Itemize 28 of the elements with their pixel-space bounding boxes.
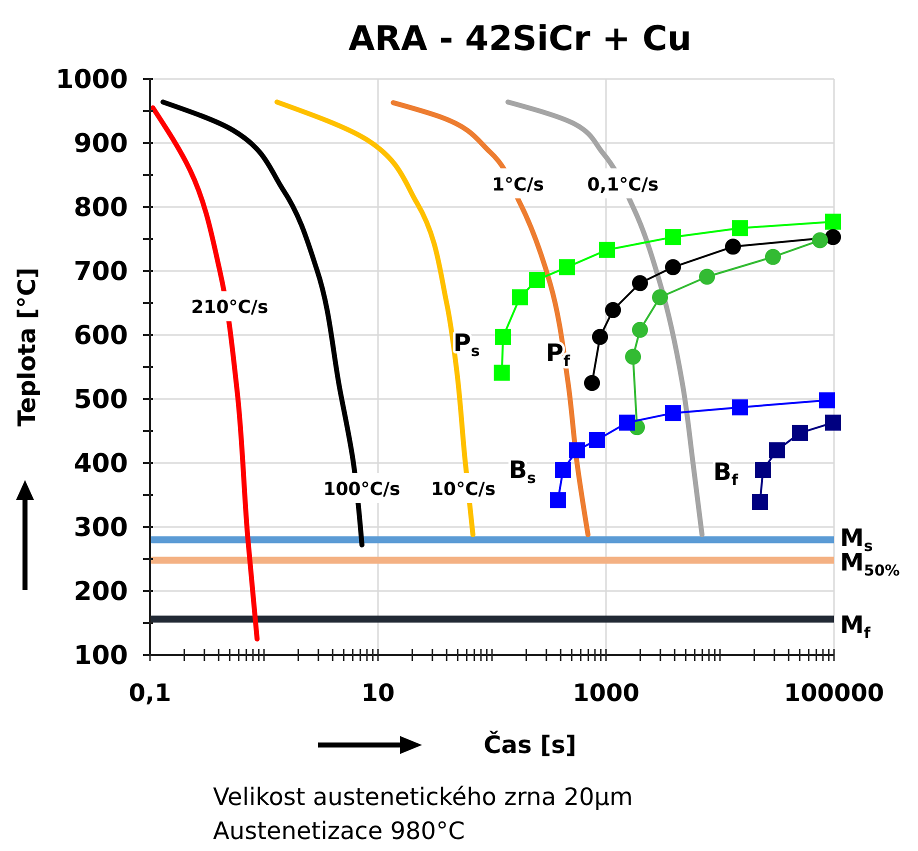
x-tick-label: 1000 — [572, 679, 640, 707]
series-label: B$_{f}$ — [713, 458, 738, 490]
x-tick-label: 100000 — [784, 679, 884, 707]
annotation: 100°C/s — [323, 478, 400, 500]
annotation: 10°C/s — [431, 478, 496, 500]
annotation: 1°C/s — [492, 174, 544, 196]
x-tick-label: 0,1 — [128, 679, 172, 707]
chart-title: ARA - 42SiCr + Cu — [348, 19, 692, 59]
text: Austenetizace 980°C — [213, 817, 465, 845]
y-tick-label: 500 — [74, 385, 128, 415]
y-tick-label: 600 — [74, 321, 128, 351]
y-tick-label: 1000 — [56, 65, 128, 95]
annotation: 0,1°C/s — [587, 174, 659, 196]
x-axis-title: Čas [s] — [484, 730, 576, 759]
y-tick-label: 200 — [74, 577, 128, 607]
y-tick-label: 100 — [74, 641, 128, 671]
y-tick-label: 300 — [74, 513, 128, 543]
series-label: P$_{s}$ — [453, 328, 480, 360]
y-tick-label: 400 — [74, 449, 128, 479]
y-tick-label: 800 — [74, 193, 128, 223]
y-tick-label: 900 — [74, 129, 128, 159]
ref-line-label: M$_{f}$ — [840, 611, 871, 642]
series-label: B$_{s}$ — [508, 456, 536, 488]
y-axis-title: Teplota [°C] — [13, 268, 41, 426]
y-tick-label: 700 — [74, 257, 128, 287]
x-tick-label: 10 — [361, 679, 395, 707]
annotation: 210°C/s — [191, 297, 268, 318]
text: Velikost austenetického zrna 20µm — [213, 783, 633, 811]
